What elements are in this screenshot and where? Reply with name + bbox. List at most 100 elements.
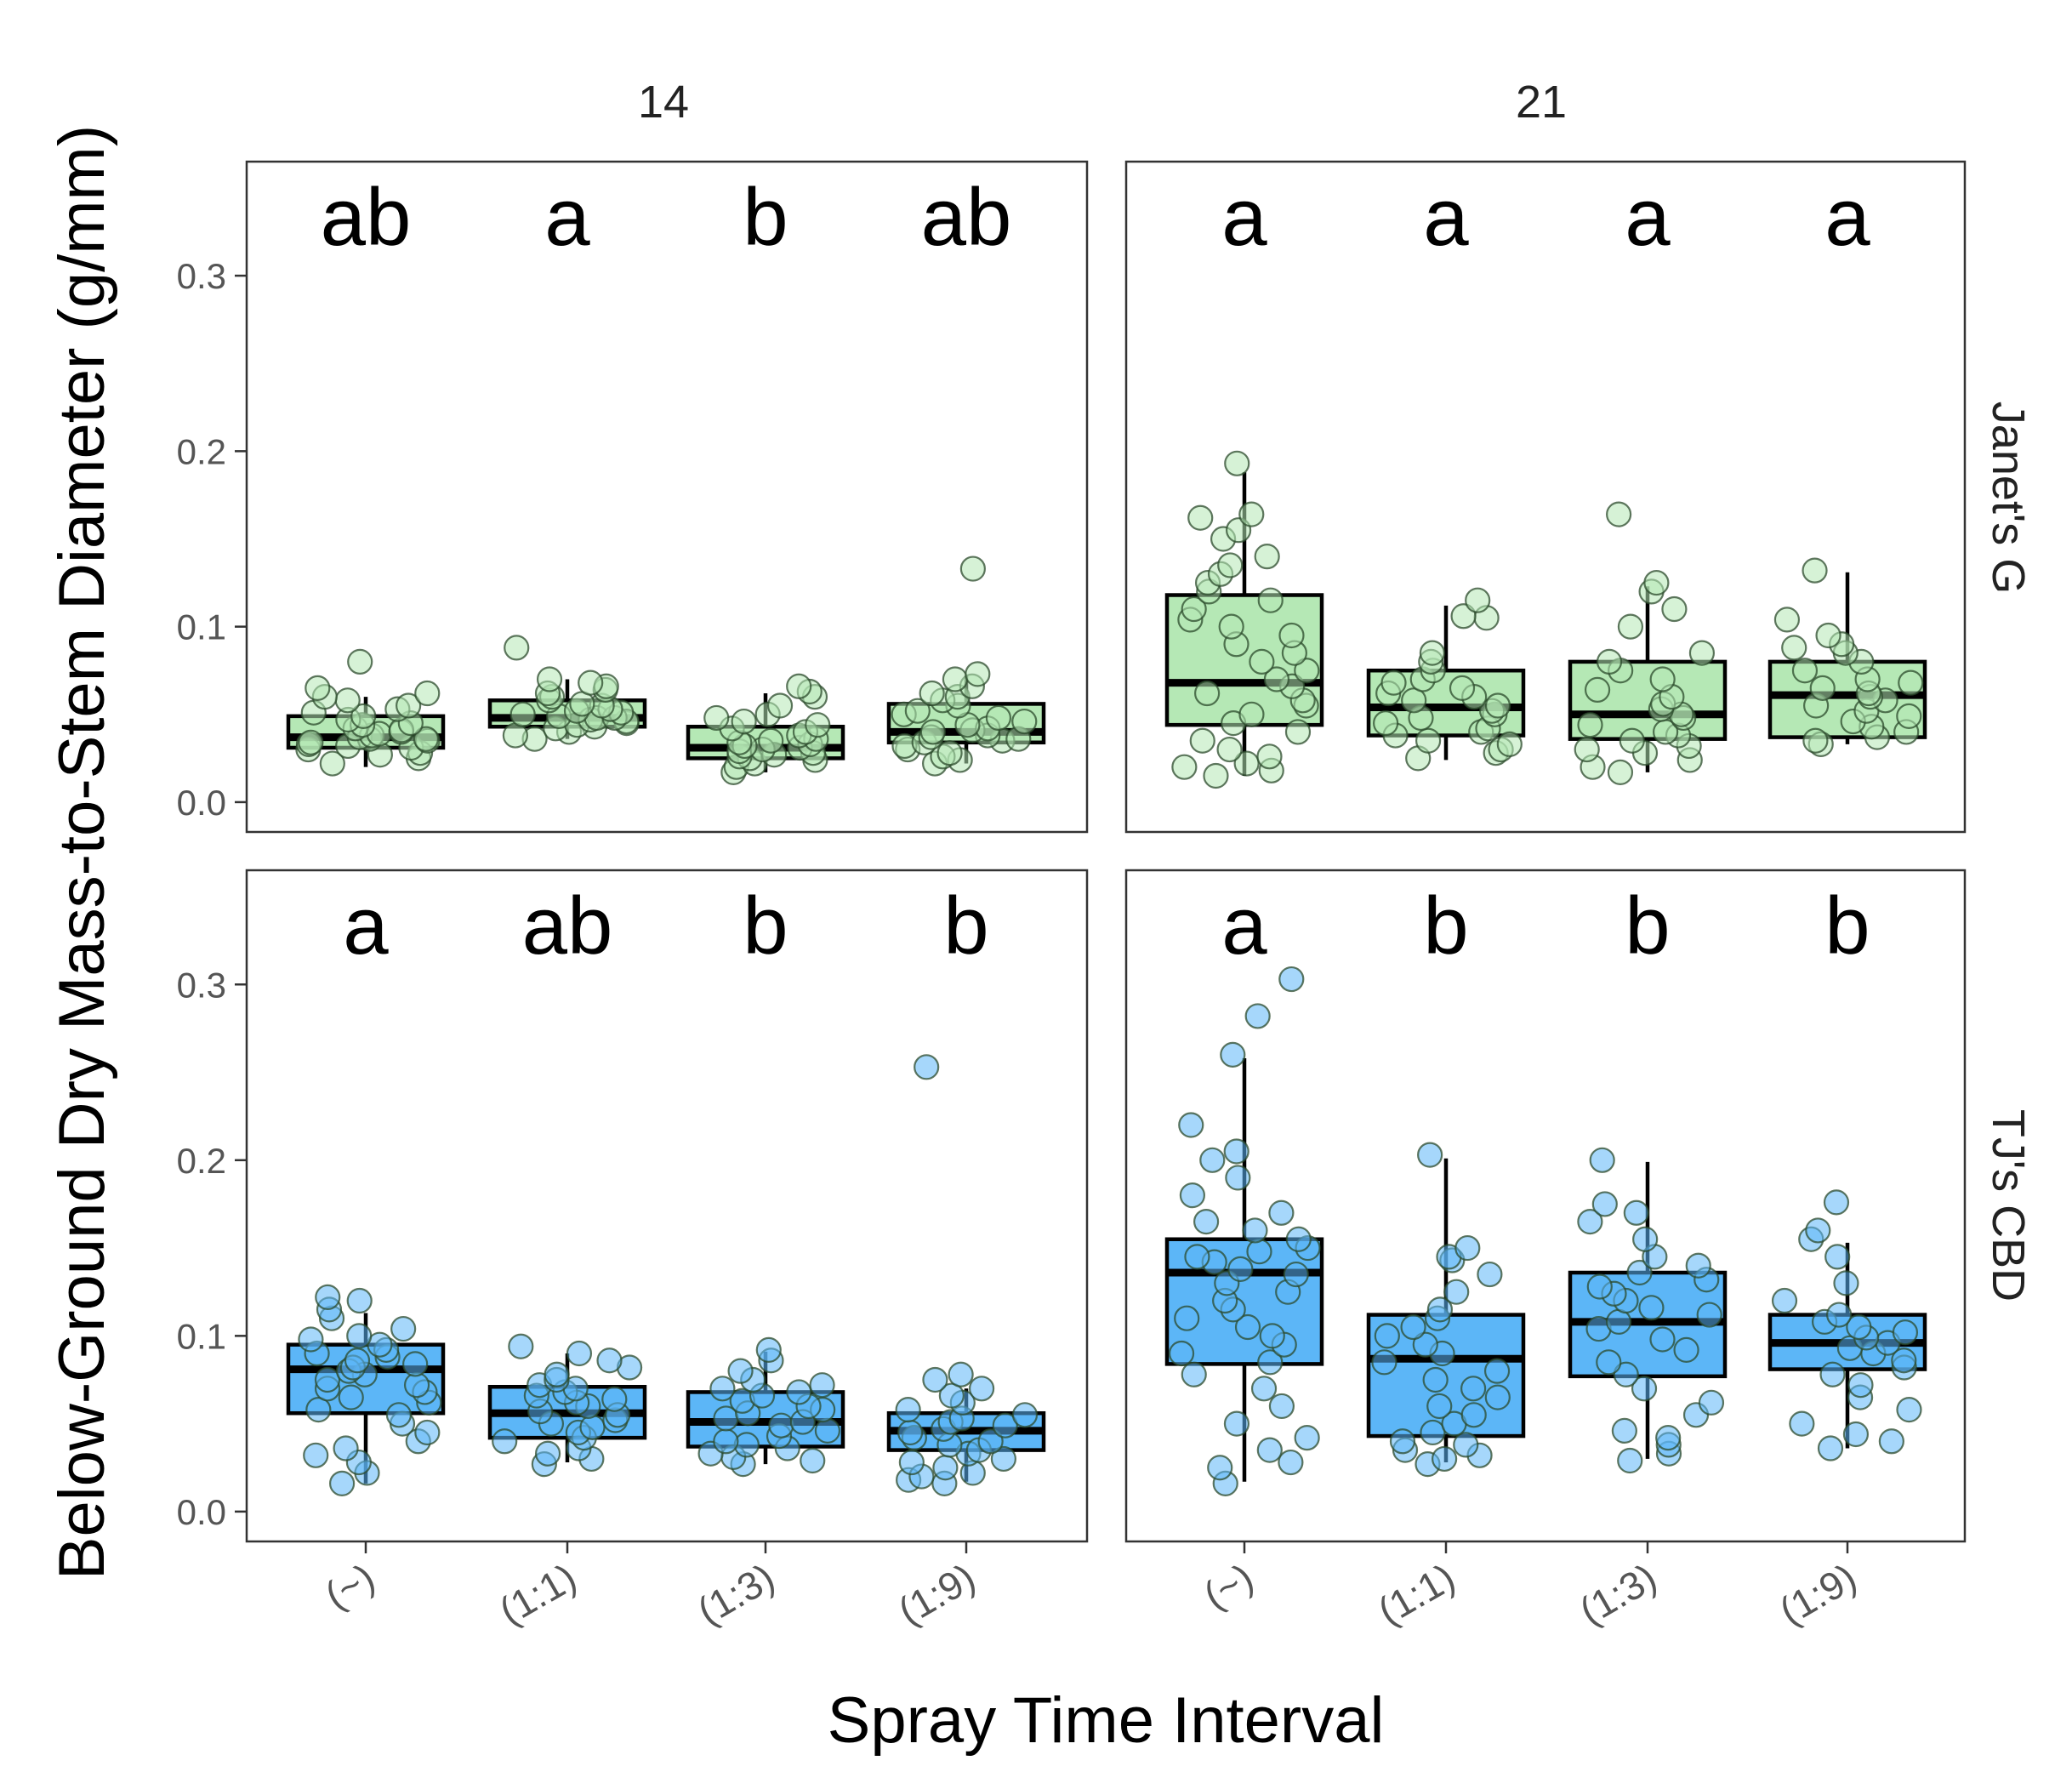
data-point: [1419, 640, 1446, 666]
data-point: [1631, 1376, 1658, 1402]
data-point: [895, 1396, 921, 1423]
data-point: [1815, 622, 1841, 649]
data-point: [1426, 1296, 1454, 1323]
data-point: [403, 1372, 430, 1399]
data-point: [1819, 1361, 1846, 1387]
data-point: [1168, 1340, 1195, 1367]
data-point: [992, 1412, 1018, 1439]
data-point: [1586, 1273, 1613, 1300]
data-point: [504, 635, 530, 661]
box-: [1164, 450, 1324, 789]
data-point: [1223, 1410, 1250, 1437]
data-point: [413, 726, 440, 752]
data-point: [1374, 1323, 1400, 1349]
data-point: [298, 1326, 324, 1353]
y-tick-label: 0.3: [177, 256, 226, 296]
data-point: [1218, 613, 1244, 640]
data-point: [1257, 587, 1284, 613]
box-: [1164, 966, 1324, 1496]
data-point: [990, 1445, 1016, 1473]
data-point: [1477, 1261, 1503, 1288]
data-point: [1823, 1189, 1850, 1216]
data-point: [1011, 1402, 1039, 1428]
panel-border: [245, 160, 1089, 834]
data-point: [1278, 1449, 1304, 1476]
data-point: [1892, 1319, 1919, 1346]
data-point: [402, 1351, 429, 1377]
data-point: [1216, 736, 1243, 763]
y-tick-label: 0.2: [177, 1141, 226, 1181]
data-point: [1661, 595, 1688, 623]
data-point: [1878, 1428, 1904, 1455]
data-point: [1584, 676, 1611, 704]
data-point: [805, 712, 831, 738]
strip-label-row-tjs-cbd: TJ's CBD: [1983, 1109, 2034, 1302]
data-point: [305, 675, 331, 701]
data-point: [328, 1470, 356, 1496]
data-point: [1484, 1384, 1511, 1410]
data-point: [1611, 1417, 1637, 1444]
data-point: [1847, 1372, 1874, 1399]
data-point: [1454, 1234, 1481, 1262]
data-point: [579, 1414, 606, 1440]
data-point: [1199, 1147, 1226, 1173]
panel-14-tj-s-cbd: 0.00.10.20.3(~) (1:1) (1:3) (1:9)a ab b b: [177, 869, 1089, 1633]
strip-label-row-janets-g: Janet's G: [1983, 402, 2034, 594]
data-point: [731, 708, 757, 735]
data-point: [1227, 1256, 1254, 1282]
data-point: [768, 1412, 794, 1439]
data-point: [1242, 1217, 1268, 1244]
data-point: [1371, 1349, 1397, 1376]
data-point: [1896, 1396, 1922, 1423]
data-point: [414, 1419, 441, 1446]
data-point: [1623, 1199, 1649, 1226]
data-point: [914, 1054, 940, 1080]
data-point: [1294, 1425, 1320, 1451]
data-point: [1244, 1003, 1271, 1029]
data-point: [1181, 1361, 1207, 1387]
data-point: [1773, 607, 1801, 633]
data-point: [733, 1432, 760, 1458]
y-tick-label: 0.0: [177, 1492, 226, 1532]
data-point: [1263, 666, 1290, 692]
data-point: [713, 1428, 739, 1455]
panel-14-janet-s-g: 0.00.10.20.3ab a b ab: [177, 160, 1089, 834]
data-point: [936, 740, 963, 766]
data-point: [1655, 1425, 1682, 1451]
data-point: [333, 1435, 359, 1461]
panel-border: [1124, 869, 1967, 1543]
data-point: [1389, 1428, 1416, 1455]
data-point: [965, 661, 991, 687]
strip-label-col-14: 14: [638, 77, 689, 128]
data-point: [338, 1384, 364, 1410]
data-point: [509, 701, 536, 727]
box-1-3: [1568, 501, 1728, 785]
box-1-1: [1366, 587, 1526, 772]
data-point: [1178, 1112, 1204, 1138]
data-point: [1400, 1313, 1426, 1341]
data-point: [1898, 669, 1924, 696]
data-point: [1771, 1287, 1798, 1314]
data-point: [948, 1361, 974, 1387]
data-point: [1256, 1437, 1283, 1463]
data-point: [1193, 1208, 1220, 1235]
data-point: [1294, 658, 1320, 684]
data-point: [1380, 669, 1407, 696]
data-point: [1417, 1142, 1443, 1168]
data-point: [1207, 1455, 1233, 1481]
data-point: [1259, 1323, 1285, 1349]
data-point: [1496, 731, 1523, 757]
data-point: [709, 1376, 736, 1402]
data-point: [1791, 658, 1819, 684]
data-point: [800, 1447, 826, 1474]
significance-letter: a: [343, 880, 389, 971]
panels: 0.00.10.20.3ab a b ab a a a a0.00.10.20.3(~) (1:…: [177, 160, 1967, 1633]
significance-letter: a: [544, 172, 590, 263]
data-point: [1256, 744, 1283, 770]
data-point: [1246, 1239, 1272, 1265]
data-point: [1284, 719, 1312, 745]
data-point: [904, 698, 931, 724]
data-point: [1596, 1349, 1622, 1376]
data-point: [534, 1440, 561, 1467]
